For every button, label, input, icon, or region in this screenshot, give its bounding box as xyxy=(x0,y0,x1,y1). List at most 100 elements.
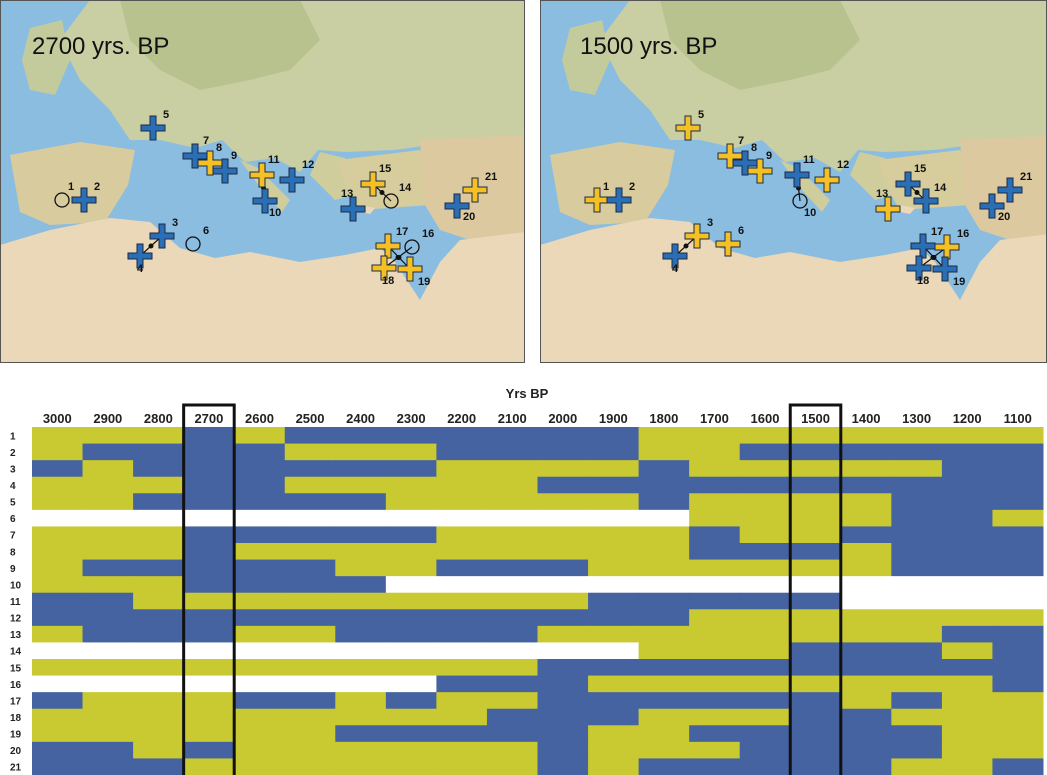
heatmap-cell xyxy=(790,444,841,461)
heatmap-cell xyxy=(639,477,690,494)
heatmap-cell xyxy=(184,709,235,726)
heatmap-cell xyxy=(942,510,993,527)
heatmap-cell xyxy=(487,642,538,659)
heatmap-cell xyxy=(234,725,285,742)
heatmap-cell xyxy=(285,742,336,759)
heatmap-cell xyxy=(841,725,892,742)
heatmap-cell xyxy=(992,676,1043,693)
heatmap-cell xyxy=(891,692,942,709)
heatmap-cell xyxy=(689,493,740,510)
heatmap-cell xyxy=(436,493,487,510)
heatmap-cell xyxy=(639,543,690,560)
column-label: 1700 xyxy=(700,411,729,426)
site-label: 5 xyxy=(163,109,169,121)
site-label: 12 xyxy=(837,159,849,171)
heatmap-cell xyxy=(83,709,134,726)
heatmap-cell xyxy=(538,526,589,543)
heatmap-cell xyxy=(133,742,184,759)
heatmap-cell xyxy=(639,510,690,527)
heatmap-cell xyxy=(992,692,1043,709)
heatmap-cell xyxy=(740,543,791,560)
heatmap-cell xyxy=(942,593,993,610)
heatmap-cell xyxy=(32,709,83,726)
column-label: 2700 xyxy=(194,411,223,426)
heatmap-cell xyxy=(184,758,235,775)
heatmap-cell xyxy=(285,543,336,560)
heatmap-cell xyxy=(891,609,942,626)
site-label: 19 xyxy=(953,276,965,288)
heatmap-cell xyxy=(740,493,791,510)
heatmap-cell xyxy=(992,477,1043,494)
heatmap-cell xyxy=(740,593,791,610)
heatmap-cell xyxy=(639,642,690,659)
heatmap-cell xyxy=(436,758,487,775)
heatmap-cell xyxy=(538,444,589,461)
heatmap-cell xyxy=(790,593,841,610)
site-label: 13 xyxy=(341,188,353,200)
heatmap-cell xyxy=(841,659,892,676)
heatmap-cell xyxy=(436,460,487,477)
heatmap-cell xyxy=(588,543,639,560)
heatmap-cell xyxy=(285,642,336,659)
heatmap-cell xyxy=(841,427,892,444)
heatmap-cell xyxy=(83,477,134,494)
heatmap-cell xyxy=(588,493,639,510)
heatmap-cell xyxy=(992,427,1043,444)
heatmap-cell xyxy=(436,642,487,659)
heatmap-cell xyxy=(992,609,1043,626)
heatmap-cell xyxy=(133,477,184,494)
heatmap-cell xyxy=(639,593,690,610)
heatmap-cell xyxy=(436,477,487,494)
heatmap-cell xyxy=(891,477,942,494)
heatmap-cell xyxy=(992,593,1043,610)
heatmap-cell xyxy=(32,460,83,477)
site-label: 13 xyxy=(876,188,888,200)
heatmap-cell xyxy=(32,609,83,626)
row-label: 6 xyxy=(10,514,16,525)
site-label: 5 xyxy=(698,109,704,121)
heatmap-cell xyxy=(184,460,235,477)
heatmap-cell xyxy=(740,526,791,543)
heatmap-cell xyxy=(790,477,841,494)
site-label: 20 xyxy=(998,211,1010,223)
heatmap-cell xyxy=(285,510,336,527)
heatmap-cell xyxy=(487,758,538,775)
heatmap-cell xyxy=(335,676,386,693)
heatmap-cell xyxy=(335,742,386,759)
heatmap-cell xyxy=(335,593,386,610)
heatmap-cell xyxy=(942,692,993,709)
heatmap-cell xyxy=(234,709,285,726)
heatmap-cell xyxy=(184,659,235,676)
heatmap-cell xyxy=(588,444,639,461)
site-label: 8 xyxy=(751,142,757,154)
heatmap-cell xyxy=(841,609,892,626)
heatmap-cell xyxy=(740,444,791,461)
heatmap-cell xyxy=(487,626,538,643)
heatmap-cell xyxy=(790,758,841,775)
site-link-dot xyxy=(932,255,937,260)
heatmap-cell xyxy=(992,460,1043,477)
site-label: 15 xyxy=(379,163,391,175)
heatmap-cell xyxy=(639,560,690,577)
heatmap-cell xyxy=(335,510,386,527)
heatmap-cell xyxy=(588,758,639,775)
heatmap-cell xyxy=(285,460,336,477)
heatmap-cell xyxy=(32,560,83,577)
heatmap-cell xyxy=(689,526,740,543)
heatmap-cell xyxy=(588,510,639,527)
site-link-dot xyxy=(380,190,385,195)
heatmap-cell xyxy=(32,758,83,775)
heatmap-cell xyxy=(285,725,336,742)
heatmap-cell xyxy=(234,477,285,494)
heatmap-cell xyxy=(83,609,134,626)
heatmap-cell xyxy=(891,626,942,643)
site-label: 17 xyxy=(931,226,943,238)
heatmap-cell xyxy=(83,725,134,742)
heatmap-cell xyxy=(740,742,791,759)
heatmap-cell xyxy=(790,460,841,477)
heatmap-cell xyxy=(639,444,690,461)
heatmap-cell xyxy=(335,460,386,477)
heatmap-cell xyxy=(83,543,134,560)
heatmap-cell xyxy=(992,758,1043,775)
heatmap-cell xyxy=(285,626,336,643)
